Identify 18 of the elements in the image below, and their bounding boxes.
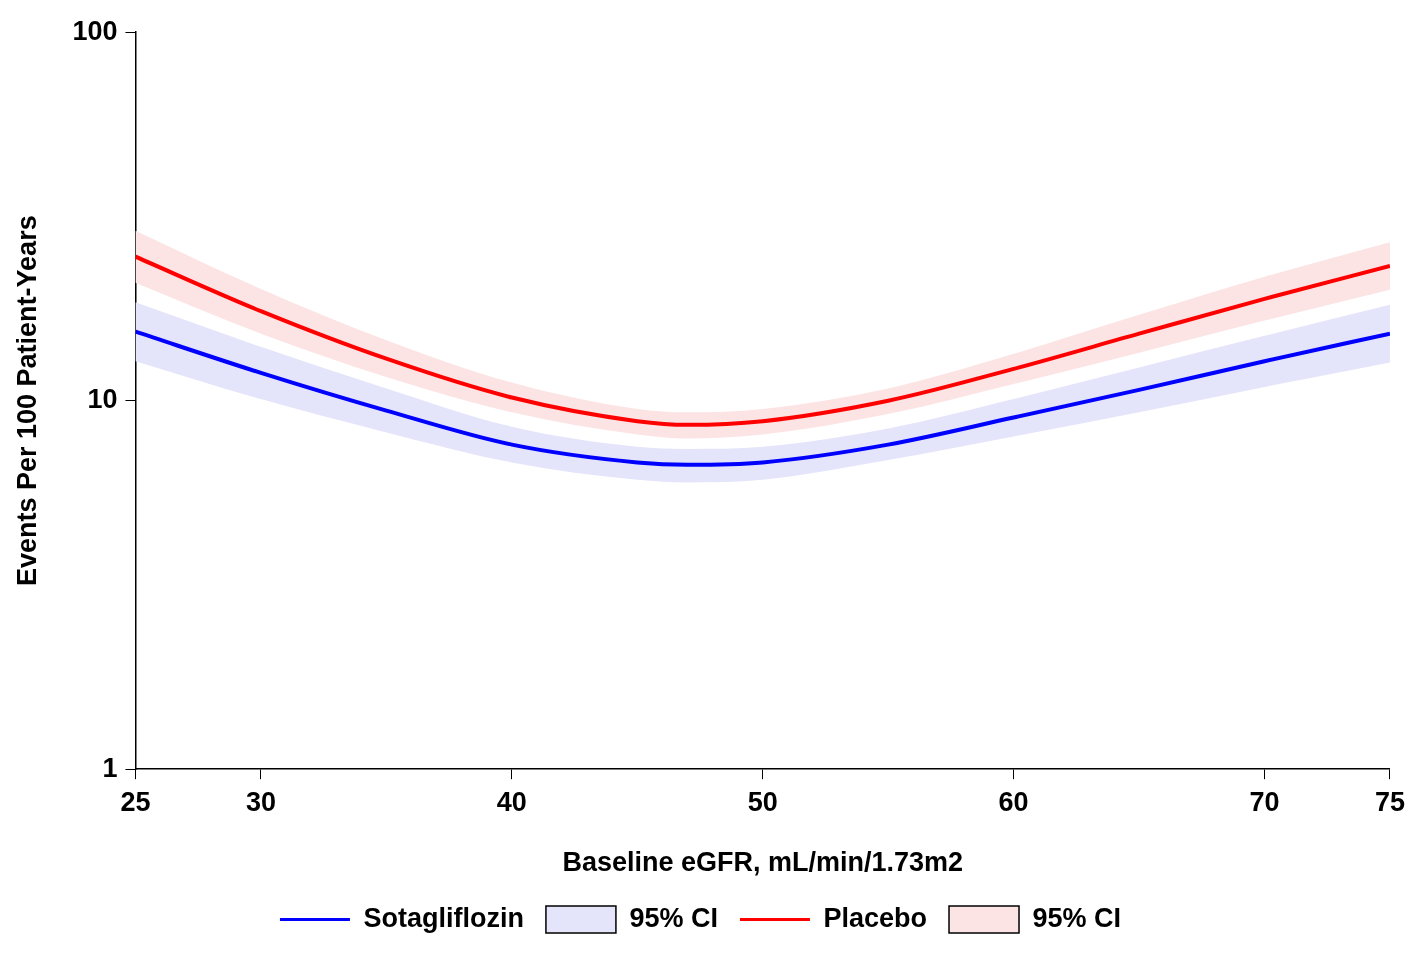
y-tick-label: 1 <box>102 752 118 783</box>
x-tick-label: 40 <box>496 786 527 817</box>
legend-label: 95% CI <box>629 902 718 933</box>
x-tick-label: 70 <box>1249 786 1280 817</box>
legend-label: Sotagliflozin <box>363 902 524 933</box>
y-tick-label: 100 <box>72 15 118 46</box>
legend-label: Placebo <box>823 902 928 933</box>
y-tick-label: 10 <box>87 384 118 415</box>
x-tick-label: 50 <box>747 786 778 817</box>
line-series <box>135 254 1390 427</box>
x-tick-label: 60 <box>998 786 1029 817</box>
x-tick-label: 30 <box>245 786 276 817</box>
y-axis-title: Events Per 100 Patient-Years <box>11 215 42 587</box>
x-axis-title: Baseline eGFR, mL/min/1.73m2 <box>562 847 964 878</box>
line-series <box>135 329 1390 467</box>
x-tick-label: 75 <box>1374 786 1406 817</box>
legend-label: 95% CI <box>1032 902 1122 933</box>
x-tick-label: 25 <box>120 786 151 817</box>
